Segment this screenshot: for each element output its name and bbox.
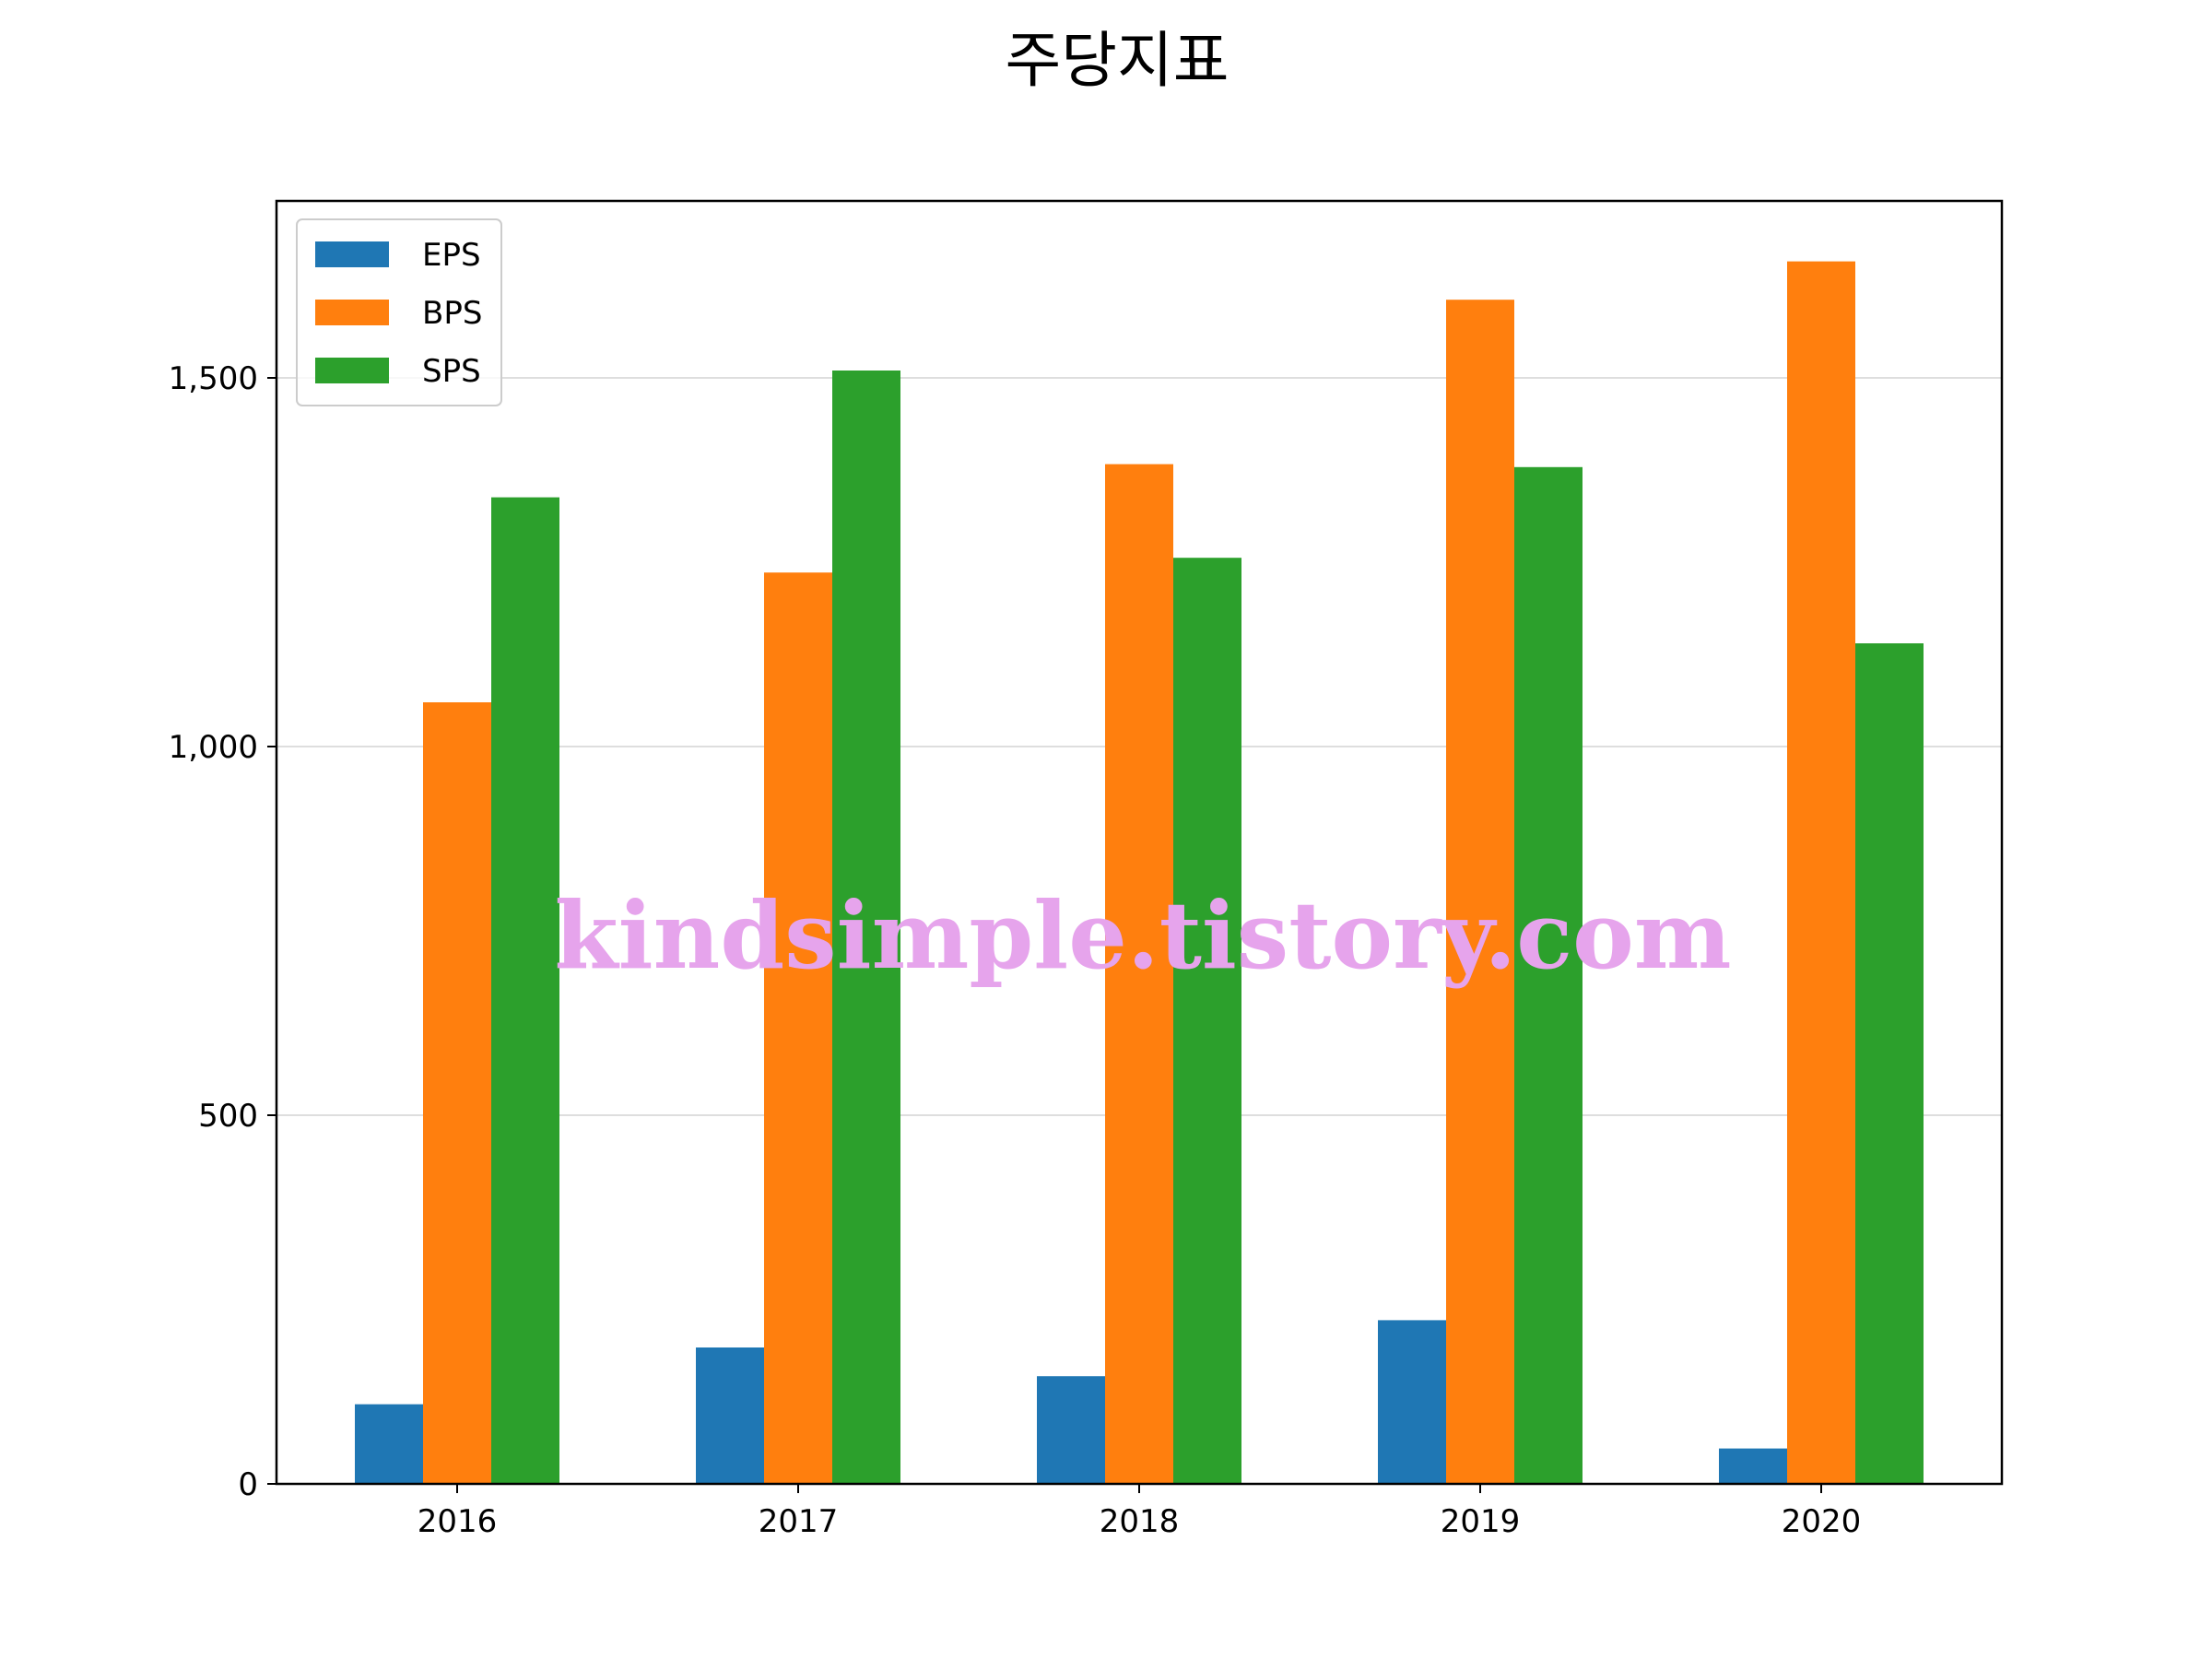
x-tick-label-2019: 2019: [1441, 1503, 1521, 1540]
x-axis: 2016 2017 2018 2019 2020: [418, 1484, 1862, 1540]
x-tick-label-2017: 2017: [759, 1503, 839, 1540]
bar-sps-2017: [832, 371, 900, 1484]
bar-bps-2018: [1105, 464, 1173, 1485]
bar-eps-2016: [355, 1404, 423, 1484]
bar-sps-2016: [491, 497, 559, 1484]
chart-title: 주당지표: [1006, 25, 1230, 96]
legend-swatch-bps: [315, 300, 389, 325]
bar-bps-2017: [764, 572, 832, 1484]
legend-label-bps: BPS: [422, 295, 482, 332]
y-tick-label-2: 1,000: [169, 729, 258, 766]
bar-eps-2017: [696, 1347, 764, 1484]
watermark: kindsimple.tistory.com: [554, 881, 1731, 990]
y-axis: 0 500 1,000 1,500: [169, 360, 276, 1503]
bar-bps-2020: [1787, 261, 1855, 1485]
legend: EPS BPS SPS: [296, 218, 502, 406]
bar-sps-2019: [1514, 466, 1583, 1484]
y-tick-label-1: 500: [198, 1098, 258, 1135]
legend-label-sps: SPS: [422, 353, 481, 390]
bar-sps-2018: [1173, 558, 1241, 1484]
legend-swatch-sps: [315, 358, 389, 383]
y-tick-label-0: 0: [238, 1466, 258, 1503]
bar-bps-2019: [1446, 300, 1514, 1485]
x-tick-label-2018: 2018: [1100, 1503, 1180, 1540]
legend-swatch-eps: [315, 241, 389, 267]
y-tick-label-3: 1,500: [169, 360, 258, 397]
bar-eps-2018: [1037, 1376, 1105, 1484]
legend-label-eps: EPS: [422, 237, 481, 274]
bar-eps-2020: [1719, 1448, 1787, 1484]
bar-eps-2019: [1378, 1320, 1446, 1484]
bar-sps-2020: [1855, 643, 1924, 1484]
bars: [355, 261, 1924, 1485]
bar-bps-2016: [423, 702, 491, 1484]
x-tick-label-2020: 2020: [1782, 1503, 1862, 1540]
x-tick-label-2016: 2016: [418, 1503, 498, 1540]
